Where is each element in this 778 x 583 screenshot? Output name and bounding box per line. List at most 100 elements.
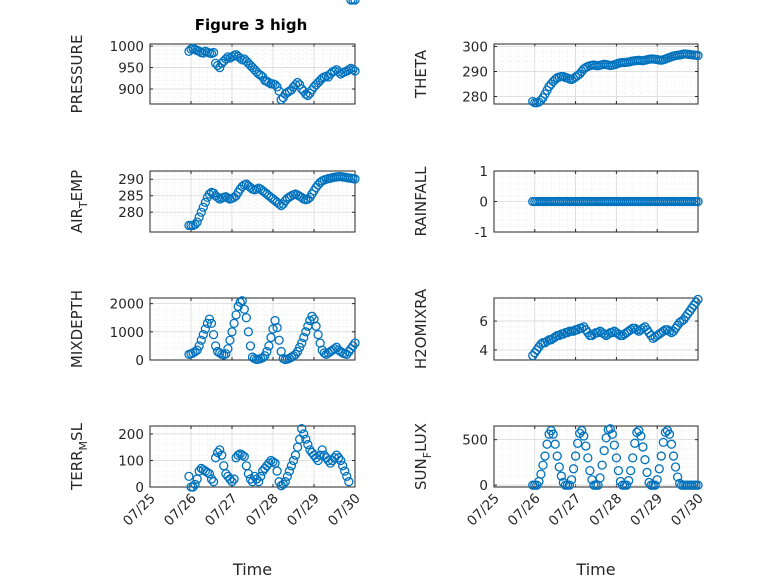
y-axis-label: MIXDEPTH [68,290,86,368]
data-point [210,453,221,463]
x-axis-label: Time [575,560,615,579]
data-point [568,464,579,474]
data-point [288,455,299,466]
plot-area [493,43,699,105]
data-point [229,318,239,329]
data-point [194,341,204,351]
data-point [198,329,208,340]
data-point [552,451,562,461]
data-point [264,458,274,468]
data-point [299,332,309,343]
y-tick-label: 0 [479,478,488,494]
data-point [656,451,666,461]
data-point [305,315,315,326]
data-point [693,50,703,61]
data-point [538,460,548,470]
data-point [570,451,581,461]
y-tick-label: -1 [475,225,488,241]
figure-title: Figure 3 high [195,16,308,34]
data-point [577,425,587,436]
data-point [190,219,200,230]
data-point [272,322,282,333]
data-point [206,318,217,329]
data-point [258,353,268,363]
subplot-theta: 280 290 300 THETA [412,40,703,108]
data-point [223,344,233,354]
data-point [554,462,564,472]
data-point [239,304,249,314]
subplot-h2omixra: 4 6 H2OMIXRA [412,288,703,369]
data-point [184,471,194,482]
y-tick-label: 280 [462,90,488,106]
data-point [243,327,254,337]
data-point [621,480,632,490]
data-point [241,313,252,323]
y-axis-label: SUNFLUX [412,423,434,490]
data-point [260,351,270,361]
data-point [303,439,313,450]
data-point [628,453,638,463]
data-point [266,332,276,343]
data-point [613,465,624,476]
y-tick-label: 200 [118,427,144,443]
data-point [693,294,703,305]
subplot-rainfall: -1 0 1 RAINFALL [412,164,703,241]
data-point [350,0,360,5]
y-tick-label: 900 [118,82,144,98]
data-point [200,324,211,334]
y-axis-label: AIRTEMP [68,170,90,233]
data-point [192,217,202,227]
data-point [536,95,546,105]
data-point [282,471,293,482]
data-point [593,327,603,338]
data-point [292,346,303,357]
data-point [225,474,235,484]
data-point [202,318,213,329]
data-point [638,323,648,333]
data-point [221,349,231,359]
data-point [290,349,301,360]
data-point [210,341,221,351]
data-point [301,89,311,99]
data-point [208,477,219,487]
y-tick-label: 500 [462,433,488,449]
data-point [219,350,229,360]
y-axis-label: RAINFALL [412,166,430,237]
data-point [270,80,280,90]
data-point [235,297,245,307]
data-point [301,434,311,444]
axes-box [493,297,699,361]
data-point [585,465,595,476]
data-point [307,311,317,321]
data-point [654,464,664,474]
y-tick-label: 4 [479,343,488,359]
data-point [693,196,703,207]
data-point [272,82,282,92]
data-point [200,197,211,207]
data-point [693,480,703,490]
data-point [215,445,225,455]
data-point [208,329,219,340]
data-point [217,450,227,460]
data-point [348,65,358,75]
data-point [198,202,208,212]
data-point [605,424,615,434]
data-point [313,455,323,466]
data-point [691,297,701,307]
data-point [581,441,591,451]
axes-box [493,425,699,488]
data-point [233,450,243,460]
data-point [583,453,593,463]
data-point [239,451,249,462]
data-point [294,342,305,352]
data-point [595,473,605,483]
data-point [223,52,233,62]
data-point [231,310,241,320]
data-point [626,465,636,476]
data-point [225,335,235,345]
data-point [221,54,231,64]
data-point [188,482,198,492]
data-point [192,345,202,355]
